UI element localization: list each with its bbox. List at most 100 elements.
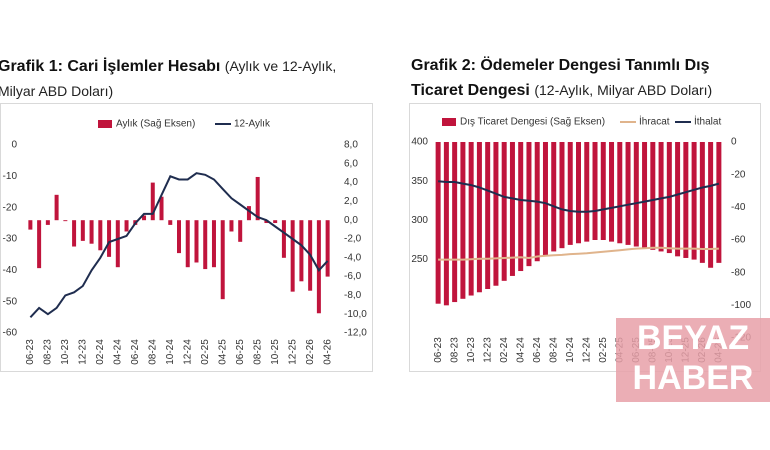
bar: [28, 220, 33, 230]
x-tick-label: 08-23: [42, 339, 53, 365]
x-tick-label: 10-24: [165, 339, 176, 365]
x-tick-label: 10-23: [466, 337, 477, 363]
bar: [617, 142, 623, 244]
bar: [246, 206, 251, 221]
y-tick-label: 400: [411, 137, 428, 148]
y2-tick-label: -80: [731, 267, 746, 278]
bar: [299, 220, 304, 282]
bar: [325, 220, 330, 277]
bar: [290, 220, 295, 292]
y2-tick-label: -60: [731, 235, 746, 246]
bar: [98, 220, 103, 251]
x-tick-label: 02-24: [499, 337, 510, 363]
chart-subtitle: (Aylık ve 12-Aylık, Milyar ABD Doları): [0, 58, 337, 99]
bar: [220, 220, 225, 300]
y2-tick-label: 4,0: [344, 177, 358, 188]
bar: [476, 142, 482, 293]
x-tick-label: 06-23: [25, 339, 36, 365]
bar: [658, 142, 664, 252]
bar: [633, 142, 639, 247]
x-tick-label: 08-23: [449, 337, 460, 363]
bar: [255, 176, 260, 221]
bar: [273, 220, 278, 224]
y2-tick-label: -2,0: [344, 234, 362, 245]
chart-frame: [409, 103, 761, 372]
bar: [576, 142, 581, 244]
bar: [675, 142, 681, 257]
bar: [691, 142, 697, 260]
y-tick-label: 0: [11, 140, 17, 151]
watermark-text: BEYAZ: [637, 319, 749, 357]
bar: [211, 220, 216, 268]
bar: [584, 142, 590, 242]
x-tick-label: 06-24: [532, 337, 543, 363]
bar: [159, 196, 164, 221]
chart-subtitle: (12-Aylık, Milyar ABD Doları): [534, 82, 713, 98]
bar: [708, 142, 714, 268]
bar: [37, 220, 42, 269]
bar: [203, 220, 208, 270]
chart-1-heading: Grafik 1: Cari İşlemler Hesabı (Aylık ve…: [0, 54, 348, 104]
bar: [642, 142, 648, 249]
watermark-text: HABER: [633, 359, 754, 397]
bar: [194, 220, 199, 263]
y-tick-label: -20: [3, 202, 18, 213]
bar: [115, 220, 120, 268]
x-tick-label: 12-24: [581, 337, 592, 363]
bar: [435, 142, 441, 304]
bar: [177, 220, 181, 254]
chart-2-heading: Grafik 2: Ödemeler Dengesi Tanımlı Dış T…: [411, 54, 756, 103]
x-tick-label: 02-25: [598, 337, 609, 363]
bar: [443, 142, 449, 306]
legend-label: İhracat: [639, 115, 670, 128]
y-tick-label: -40: [3, 265, 18, 276]
y2-tick-label: -8,0: [344, 290, 362, 301]
bar: [150, 182, 155, 221]
line: [438, 246, 719, 261]
bar: [45, 220, 50, 225]
y2-tick-label: 0: [731, 137, 737, 148]
bar: [80, 220, 85, 241]
y-tick-label: 250: [411, 254, 428, 265]
bar: [316, 220, 321, 314]
chart-frame: [0, 103, 373, 372]
legend-label: Aylık (Sağ Eksen): [116, 119, 195, 130]
bar: [683, 142, 689, 258]
y2-tick-label: -40: [731, 202, 746, 213]
y2-tick-label: -6,0: [344, 271, 362, 282]
bar: [452, 142, 458, 303]
bar: [468, 142, 474, 296]
y2-tick-label: -100: [731, 300, 751, 311]
bar: [63, 220, 68, 222]
bar: [699, 142, 705, 263]
x-tick-label: 10-24: [565, 337, 576, 363]
bar: [609, 142, 615, 242]
legend-swatch: [98, 120, 112, 128]
legend-swatch: [442, 118, 456, 126]
x-tick-label: 02-25: [200, 339, 211, 365]
bar: [168, 220, 173, 225]
x-tick-label: 12-23: [482, 337, 493, 363]
y-tick-label: -60: [3, 328, 18, 339]
x-tick-label: 04-26: [322, 339, 333, 365]
chart-title: Grafik 2: Ödemeler Dengesi Tanımlı Dış T…: [411, 57, 710, 99]
chart-title: Grafik 1: Cari İşlemler Hesabı: [0, 58, 221, 75]
bar: [485, 142, 491, 289]
bar: [551, 142, 557, 252]
y-tick-label: 350: [411, 176, 428, 187]
bar: [600, 142, 606, 240]
y2-tick-label: 6,0: [344, 158, 358, 169]
y-tick-label: -50: [3, 296, 18, 307]
x-tick-label: 08-24: [548, 337, 559, 363]
x-tick-label: 02-26: [305, 339, 316, 365]
bar: [542, 142, 548, 257]
y2-tick-label: -20: [731, 169, 746, 180]
bar: [559, 142, 565, 249]
x-tick-label: 10-23: [60, 339, 71, 365]
x-tick-label: 04-24: [112, 339, 123, 365]
bar: [592, 142, 598, 240]
line: [438, 180, 720, 213]
